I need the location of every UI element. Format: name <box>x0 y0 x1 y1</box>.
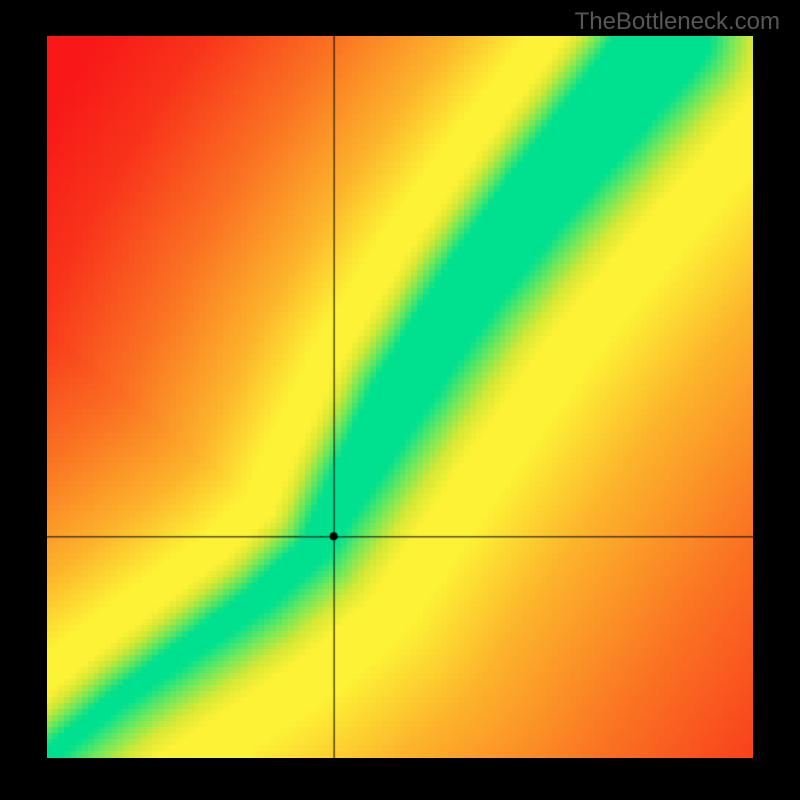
watermark-text: TheBottleneck.com <box>575 8 780 36</box>
bottleneck-heatmap <box>47 36 753 758</box>
chart-container: TheBottleneck.com <box>0 0 800 800</box>
